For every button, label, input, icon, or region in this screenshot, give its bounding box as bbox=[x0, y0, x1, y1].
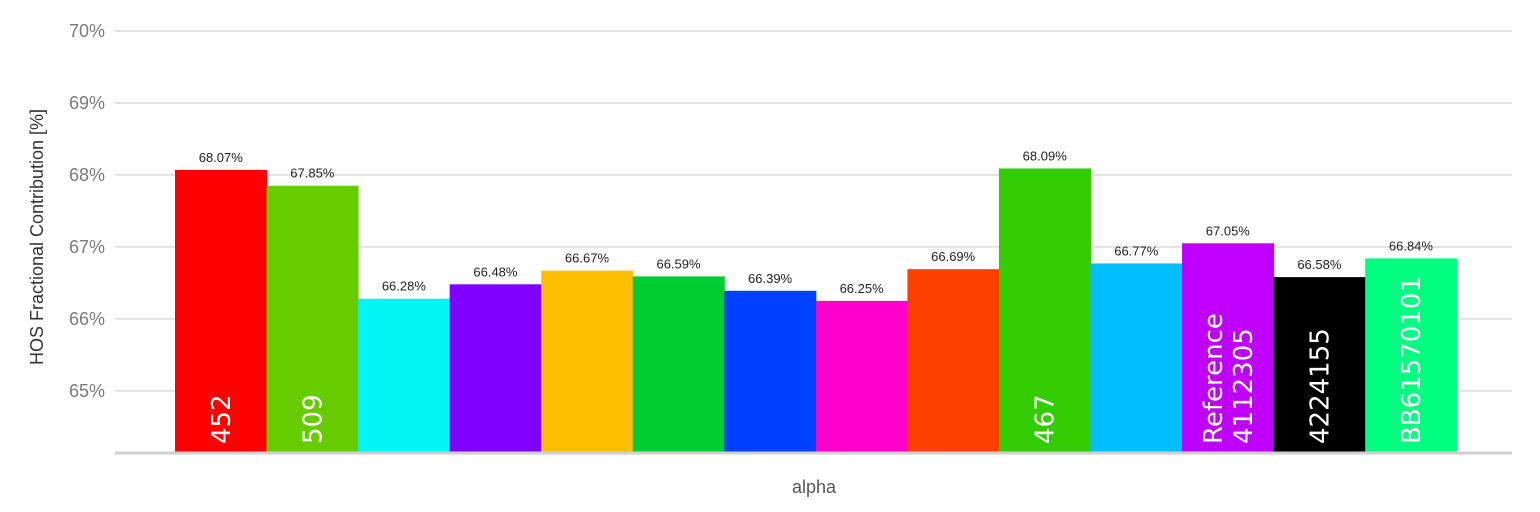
bars bbox=[175, 168, 1458, 452]
bar bbox=[1182, 243, 1275, 452]
data-labels: 68.07% 452 67.85% 509 66.28% 66.48% 66.67% 66.5… bbox=[199, 148, 1434, 444]
bar bbox=[632, 276, 725, 452]
data-label: 66.77% bbox=[1114, 243, 1159, 258]
bar bbox=[358, 298, 451, 452]
data-label: 66.58% bbox=[1297, 257, 1342, 272]
bar bbox=[1365, 258, 1458, 452]
data-label: 68.09% bbox=[1023, 148, 1068, 163]
bar-inner-label: BB61570101 bbox=[1397, 276, 1427, 444]
data-label: 66.28% bbox=[382, 279, 427, 294]
bar bbox=[724, 290, 817, 452]
y-tick-label: 68% bbox=[69, 165, 105, 185]
data-label: 67.85% bbox=[290, 166, 335, 181]
data-label: 67.05% bbox=[1206, 223, 1251, 238]
y-tick-label: 70% bbox=[69, 21, 105, 41]
y-tick-label: 65% bbox=[69, 381, 105, 401]
bar bbox=[1273, 277, 1366, 452]
bar bbox=[175, 169, 268, 452]
bar bbox=[266, 185, 359, 452]
data-label: 68.07% bbox=[199, 150, 244, 165]
y-axis-ticks: 65% 66% 67% 68% 69% 70% bbox=[69, 21, 105, 401]
y-tick-label: 66% bbox=[69, 309, 105, 329]
bar bbox=[1090, 263, 1183, 452]
bar bbox=[907, 269, 1000, 452]
bar-inner-label: 4224155 bbox=[1305, 328, 1335, 444]
data-label: 66.25% bbox=[840, 281, 885, 296]
bar-inner-label: 4112305 bbox=[1229, 328, 1259, 444]
bar-inner-label: 467 bbox=[1031, 394, 1061, 444]
bar-inner-label: Reference bbox=[1199, 313, 1229, 444]
data-label: 66.48% bbox=[473, 264, 518, 279]
bar bbox=[998, 168, 1091, 452]
data-label: 66.69% bbox=[931, 249, 976, 264]
y-tick-label: 69% bbox=[69, 93, 105, 113]
data-label: 66.59% bbox=[656, 256, 701, 271]
data-label: 66.39% bbox=[748, 271, 793, 286]
bar-inner-label: 509 bbox=[298, 394, 328, 444]
data-label: 66.84% bbox=[1389, 238, 1434, 253]
y-axis-title: HOS Fractional Contribution [%] bbox=[27, 109, 47, 365]
bar bbox=[541, 270, 634, 452]
bar bbox=[815, 300, 908, 452]
y-tick-label: 67% bbox=[69, 237, 105, 257]
bar bbox=[449, 284, 542, 452]
x-axis-title: alpha bbox=[792, 477, 837, 497]
data-label: 66.67% bbox=[565, 251, 610, 266]
bar-inner-label: 452 bbox=[207, 394, 237, 444]
